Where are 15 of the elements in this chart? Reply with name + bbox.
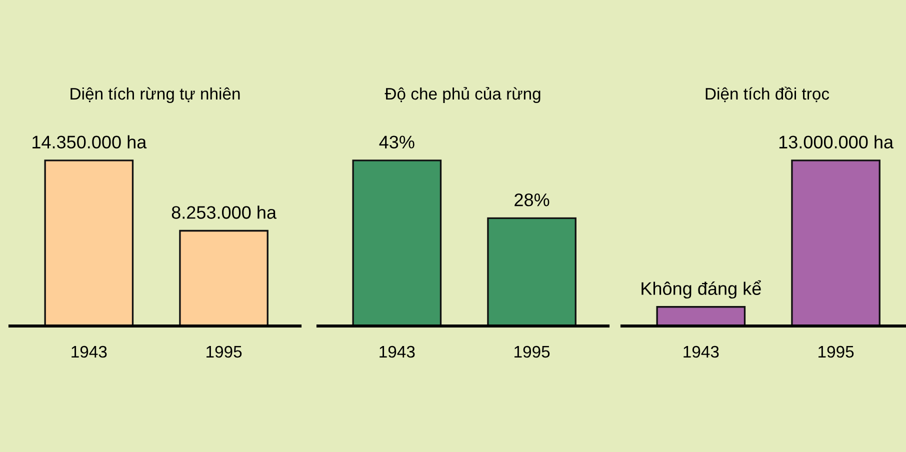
chart-title: Độ che phủ của rừng [384, 86, 540, 104]
data-label: 28% [514, 193, 550, 206]
x-tick-label: 1995 [206, 346, 242, 358]
x-tick-label: 1943 [72, 346, 107, 358]
data-label: 43% [379, 136, 414, 148]
x-tick-label: 1995 [818, 346, 854, 358]
x-tick-label: 1995 [514, 346, 550, 358]
data-label: 13.000.000 ha [779, 135, 894, 148]
x-tick-label: 1943 [380, 346, 415, 358]
chart-title: Diện tích đồi trọc [706, 86, 830, 102]
data-label: Không đáng kể [642, 280, 761, 299]
x-tick-label: 1943 [684, 346, 719, 358]
chart-title: Diện tích rừng tự nhiên [70, 87, 240, 104]
data-label: 8.253.000 ha [172, 206, 277, 219]
data-label: 14.350.000 ha [32, 135, 147, 148]
